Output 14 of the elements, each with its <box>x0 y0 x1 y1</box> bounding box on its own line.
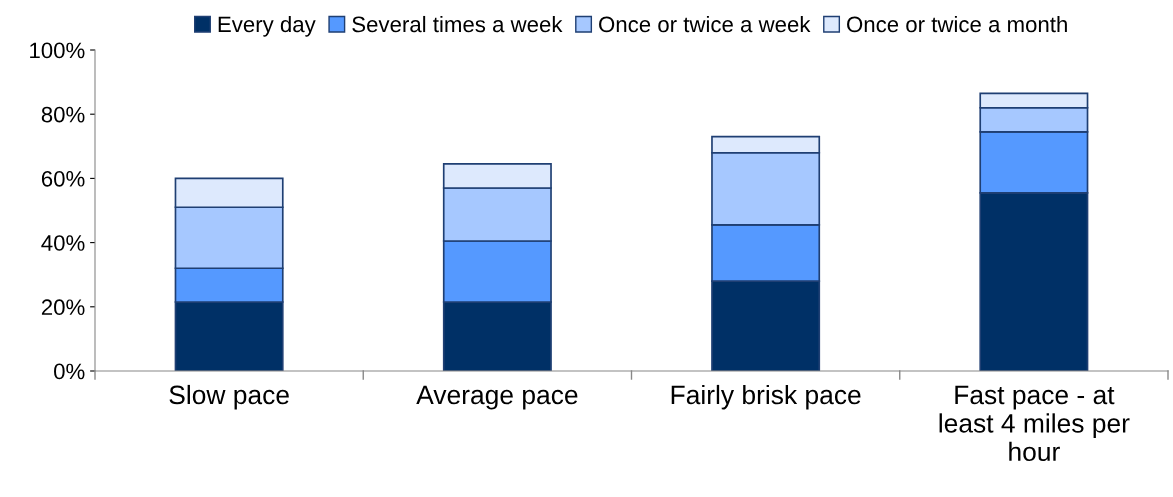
legend-label: Several times a week <box>352 15 563 33</box>
legend-label: Once or twice a month <box>847 15 1067 33</box>
y-tick-label: 60% <box>41 170 85 187</box>
x-tick-label: Fast pace - at least 4 miles per hour <box>939 385 1130 462</box>
y-tick-label: 40% <box>41 235 85 251</box>
y-tick-label: 0% <box>54 363 85 380</box>
y-tick-label: 100% <box>30 42 85 59</box>
y-tick-label: 20% <box>41 299 85 316</box>
x-tick-label: Fairly brisk pace <box>671 384 861 410</box>
legend-label: Once or twice a week <box>599 15 811 33</box>
x-tick-label: Slow pace <box>169 384 289 410</box>
y-tick-label: 80% <box>41 106 85 123</box>
x-tick-label: Average pace <box>416 385 578 410</box>
legend-label: Every day <box>218 15 316 37</box>
